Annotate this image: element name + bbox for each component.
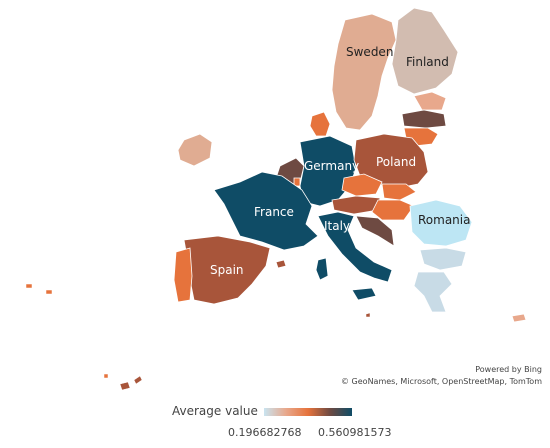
country-greece[interactable] — [413, 271, 453, 313]
country-italy[interactable] — [317, 211, 393, 283]
country-ireland[interactable] — [177, 133, 213, 167]
country-bulgaria[interactable] — [419, 247, 467, 271]
country-italy-sardinia[interactable] — [315, 257, 329, 281]
label-germany: Germany — [304, 159, 359, 173]
country-latvia[interactable] — [401, 109, 447, 129]
country-cyprus[interactable] — [511, 313, 527, 323]
map-credits: © GeoNames, Microsoft, OpenStreetMap, To… — [341, 377, 542, 386]
label-italy: Italy — [324, 219, 350, 233]
country-poland[interactable] — [353, 133, 429, 189]
country-portugal-madeira[interactable] — [103, 373, 109, 379]
legend-gradient-bar — [264, 408, 352, 416]
country-malta[interactable] — [365, 312, 371, 318]
country-romania[interactable] — [409, 199, 473, 247]
label-romania: Romania — [418, 213, 470, 227]
country-spain-balearic[interactable] — [275, 259, 287, 269]
country-hungary[interactable] — [371, 199, 415, 221]
label-sweden: Sweden — [346, 45, 393, 59]
legend-max-label: 0.560981573 — [318, 426, 392, 439]
label-finland: Finland — [406, 55, 449, 69]
legend-min-label: 0.196682768 — [228, 426, 302, 439]
country-finland[interactable] — [391, 7, 459, 95]
map-attribution: Powered by Bing © GeoNames, Microsoft, O… — [341, 364, 542, 388]
country-denmark[interactable] — [309, 111, 331, 137]
country-portugal-azores[interactable] — [25, 283, 53, 295]
country-france[interactable] — [213, 171, 319, 251]
powered-by-bing: Powered by Bing — [475, 365, 542, 374]
country-estonia[interactable] — [413, 91, 447, 111]
country-czechia[interactable] — [341, 173, 383, 197]
label-poland: Poland — [376, 155, 416, 169]
country-sweden[interactable] — [331, 13, 397, 131]
country-croatia[interactable] — [355, 215, 395, 247]
legend-title: Average value — [172, 404, 258, 418]
label-france: France — [254, 205, 294, 219]
label-spain: Spain — [210, 263, 244, 277]
country-slovakia[interactable] — [381, 183, 417, 201]
country-spain-canary[interactable] — [119, 375, 143, 391]
country-portugal[interactable] — [173, 247, 193, 303]
country-italy-sicily[interactable] — [351, 287, 377, 301]
